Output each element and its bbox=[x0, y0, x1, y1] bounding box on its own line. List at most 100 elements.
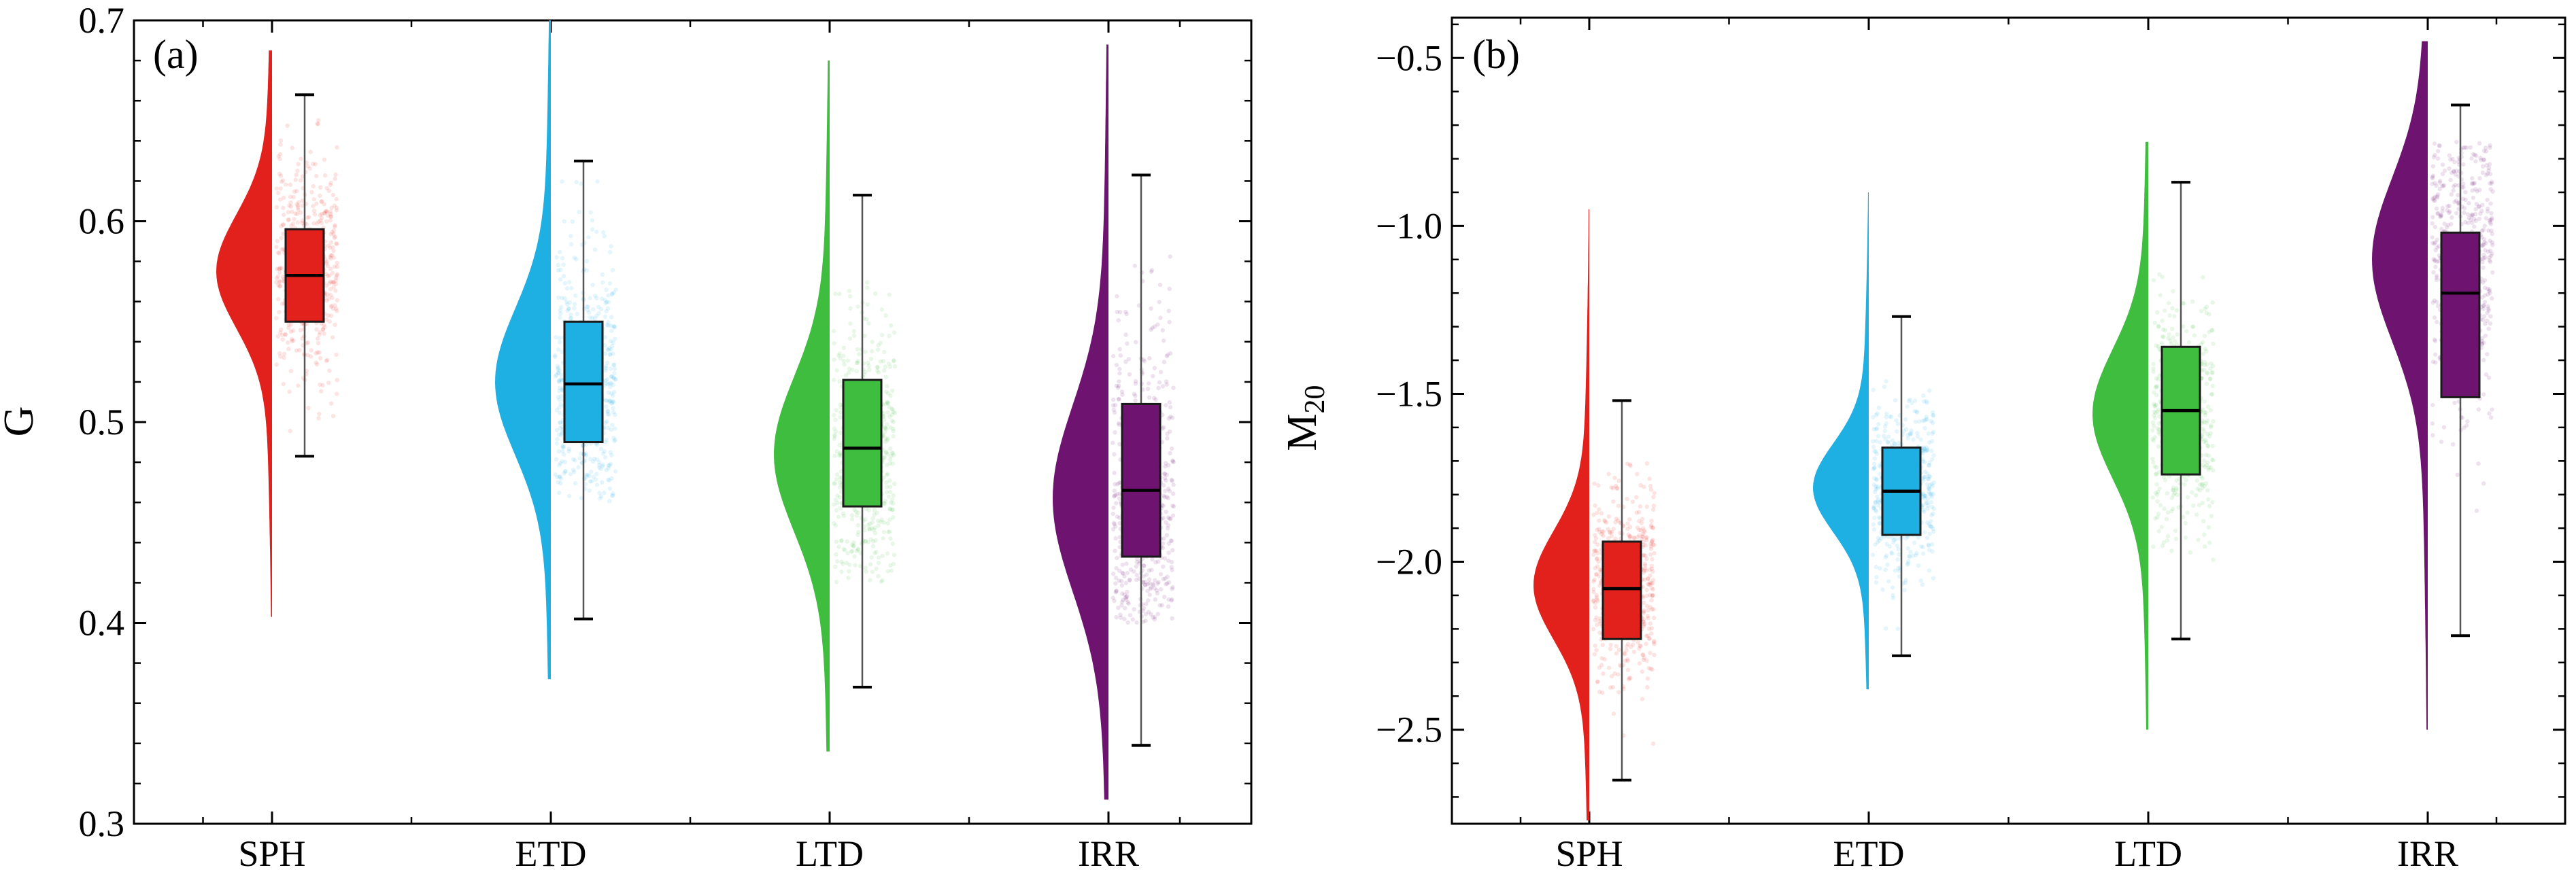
panel-b-irr-point bbox=[2477, 141, 2482, 145]
panel-b-etd-point bbox=[1929, 482, 1934, 487]
panel-a-irr-point bbox=[1115, 309, 1119, 315]
panel-a-sph-point bbox=[328, 211, 333, 216]
panel-b-ltd-point bbox=[2199, 309, 2204, 313]
panel-b-etd-point bbox=[1917, 419, 1922, 424]
panel-a-ltd-point bbox=[892, 553, 897, 557]
panel-a-ltd-point bbox=[892, 358, 896, 363]
panel-a-etd-point bbox=[591, 474, 596, 479]
panel-b-etd-point bbox=[1871, 522, 1876, 527]
panel-a-irr-point bbox=[1134, 564, 1139, 569]
panel-a-sph-point bbox=[324, 298, 329, 303]
panel-a-sph-point bbox=[278, 138, 284, 143]
panel-a-ltd-point bbox=[837, 442, 842, 447]
panel-b-irr-point bbox=[2485, 311, 2490, 315]
panel-b-ltd-point bbox=[2209, 328, 2214, 333]
panel-a-sph-point bbox=[333, 303, 337, 308]
panel-a-irr-point bbox=[1163, 489, 1168, 493]
panel-a-etd-point bbox=[586, 472, 590, 477]
panel-b-sph-point bbox=[1631, 642, 1636, 647]
panel-a-irr-point bbox=[1119, 591, 1125, 596]
panel-a-irr-point bbox=[1117, 515, 1122, 520]
panel-b-etd-point bbox=[1901, 429, 1906, 434]
panel-a-ltd-point bbox=[883, 430, 887, 434]
panel-b-ltd-point bbox=[2173, 536, 2179, 541]
panel-a-ltd-point bbox=[838, 402, 843, 407]
panel-a-ltd-point bbox=[841, 358, 846, 364]
panel-a-ltd-point bbox=[873, 291, 878, 296]
panel-a-irr-point bbox=[1133, 398, 1138, 403]
panel-a-sph-point bbox=[328, 218, 333, 223]
panel-a-sph-point bbox=[277, 156, 282, 162]
panel-b-sph-point bbox=[1641, 619, 1646, 624]
panel-a-etd-point bbox=[597, 460, 602, 465]
panel-a-ltd-point bbox=[832, 432, 837, 438]
panel-b-sph-point bbox=[1615, 518, 1621, 523]
panel-b-ltd-point bbox=[2156, 324, 2161, 330]
panel-b-irr-point bbox=[2486, 249, 2490, 254]
panel-a-irr-point bbox=[1112, 598, 1117, 604]
panel-a-etd-point bbox=[588, 210, 593, 215]
panel-b-etd-point bbox=[1882, 434, 1886, 438]
panel-a-sph-point bbox=[321, 323, 326, 328]
panel-a-etd-point bbox=[609, 381, 614, 386]
panel-a-ylabel: G bbox=[0, 406, 42, 437]
panel-b-ltd-point bbox=[2209, 361, 2214, 366]
panel-a-ltd-point bbox=[887, 292, 892, 297]
panel-b-ltd-point bbox=[2169, 548, 2174, 553]
panel-b-irr-point bbox=[2481, 256, 2486, 261]
panel-a-ltd-point bbox=[833, 292, 838, 296]
panel-a-etd-point bbox=[609, 347, 613, 352]
panel-b-ltd-point bbox=[2161, 334, 2166, 339]
panel-b-sph-point bbox=[1652, 551, 1657, 556]
panel-a-irr-point bbox=[1111, 521, 1117, 525]
panel-a-ltd-point bbox=[892, 330, 897, 335]
panel-b-sph-point bbox=[1644, 633, 1649, 638]
panel-a-sph-point bbox=[329, 303, 334, 308]
panel-b-sph-point bbox=[1597, 507, 1601, 512]
panel-a-irr-point bbox=[1115, 491, 1120, 497]
panel-a-sph-point bbox=[278, 354, 283, 359]
panel-a-sph-point bbox=[286, 217, 291, 222]
panel-a-sph-point bbox=[309, 354, 313, 359]
panel-a-sph-point bbox=[327, 281, 332, 286]
panel-b-ltd-point bbox=[2154, 472, 2158, 477]
panel-a-irr-point bbox=[1161, 576, 1166, 582]
panel-a-irr-point bbox=[1167, 319, 1172, 325]
panel-b-etd-point bbox=[1908, 432, 1913, 437]
panel-a-ltd-point bbox=[867, 367, 872, 372]
panel-b-irr-point bbox=[2490, 407, 2494, 412]
panel-b-irr-point bbox=[2480, 256, 2485, 261]
panel-a-ltd-point bbox=[843, 372, 849, 378]
panel-a-irr-point bbox=[1170, 597, 1174, 602]
panel-b-sph-point bbox=[1652, 491, 1657, 495]
panel-b-irr-point bbox=[2477, 188, 2482, 192]
panel-a-ltd-point bbox=[847, 336, 853, 341]
panel-a-irr-point bbox=[1113, 403, 1118, 408]
panel-b-sph-point bbox=[1632, 536, 1637, 541]
panel-b-irr-point bbox=[2433, 194, 2438, 199]
panel-a-sph-point bbox=[281, 231, 286, 237]
panel-b-sph-point bbox=[1641, 657, 1646, 662]
panel-b-ltd-point bbox=[2150, 428, 2155, 433]
panel-a-sph-point bbox=[300, 174, 305, 179]
panel-a-ltd-point bbox=[883, 402, 888, 406]
panel-b-etd-point bbox=[1909, 431, 1914, 436]
panel-a-etd-point bbox=[586, 304, 590, 309]
panel-b-sph-point bbox=[1613, 483, 1619, 489]
panel-a-etd-point bbox=[552, 354, 558, 360]
panel-b-sph-point bbox=[1642, 553, 1646, 557]
panel-a-sph-point bbox=[305, 215, 310, 220]
panel-a-ltd-point bbox=[885, 436, 890, 441]
panel-a-irr-point bbox=[1164, 509, 1168, 515]
panel-b-sph-point bbox=[1634, 495, 1639, 500]
panel-b-sph-point bbox=[1594, 557, 1599, 561]
panel-a-etd-point bbox=[568, 472, 573, 476]
panel-b-ltd-point bbox=[2156, 444, 2160, 449]
panel-a-sph-point bbox=[280, 274, 286, 279]
panel-b-sph-point bbox=[1641, 526, 1646, 531]
panel-a-sph-point bbox=[324, 209, 329, 214]
panel-a-sph-point bbox=[330, 271, 335, 276]
panel-a-ltd-point bbox=[852, 507, 857, 512]
panel-a-sph-point bbox=[288, 200, 293, 205]
panel-a-ltd-point bbox=[886, 361, 892, 366]
